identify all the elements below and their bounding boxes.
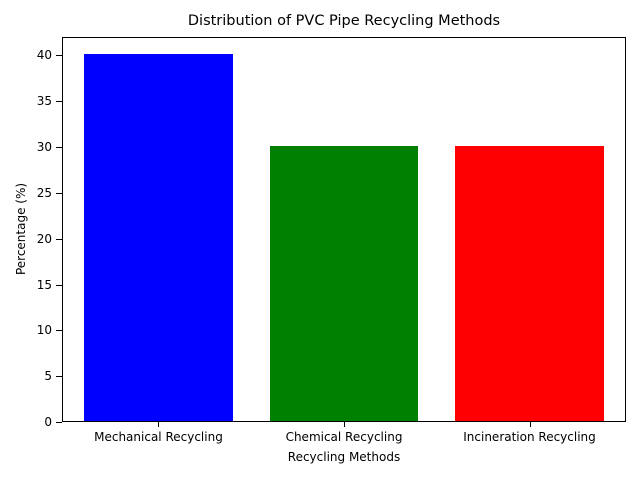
y-tick-label: 40 [36,48,52,63]
y-tick-label: 20 [36,231,52,246]
plot-area [62,37,626,422]
x-axis-label: Recycling Methods [287,450,401,464]
y-tick [56,101,62,103]
y-tick-label: 30 [36,140,52,154]
bar-mechanical-recycling [84,54,233,421]
x-tick-label: Incineration Recycling [463,430,596,444]
y-tick [56,147,62,148]
y-tick-label: 35 [36,94,52,109]
y-tick-label: 25 [36,185,52,200]
x-tick [344,422,345,427]
y-tick-label: 10 [36,323,52,338]
x-tick [529,422,531,427]
y-tick-label: 5 [44,369,52,384]
y-tick [56,192,62,194]
y-axis-label: Percentage (%) [14,182,28,276]
y-tick [56,376,62,378]
y-tick [56,422,62,423]
y-tick-label: 0 [44,415,52,429]
chart-title: Distribution of PVC Pipe Recycling Metho… [187,13,501,29]
y-tick [56,284,62,286]
x-tick-label: Chemical Recycling [285,430,403,444]
bar-incineration-recycling [455,146,604,421]
y-tick [56,55,62,57]
x-tick [158,422,160,427]
y-tick-label: 15 [36,277,52,292]
x-tick-label: Mechanical Recycling [94,430,223,444]
y-tick [56,238,62,240]
y-tick [56,330,62,332]
bar-chemical-recycling [269,146,419,421]
